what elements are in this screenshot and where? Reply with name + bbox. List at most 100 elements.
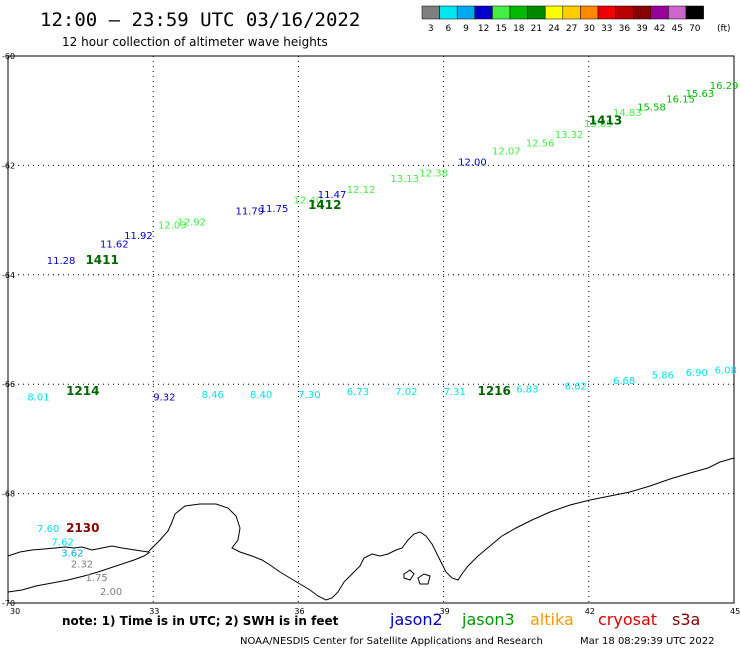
wave-height-value: 12.07 — [492, 146, 521, 157]
y-axis-ticks: -60 -62 -64 -66 -68 -70 — [2, 52, 15, 608]
y-tick-label: -70 — [2, 599, 15, 608]
legend-label: 6 — [446, 24, 452, 34]
legend-label: 36 — [619, 24, 631, 34]
track-time-label: 2130 — [66, 521, 99, 535]
x-tick-label: 42 — [585, 607, 595, 616]
y-tick-label: -66 — [2, 380, 15, 389]
legend-swatch — [492, 5, 511, 20]
mission-label: cryosat — [598, 610, 657, 629]
wave-height-value: 6.62 — [565, 382, 587, 393]
coastline-lower — [7, 551, 151, 593]
wave-height-value: 1.75 — [85, 573, 107, 584]
legend-label: 24 — [548, 24, 560, 34]
wave-height-value: 6.90 — [686, 368, 708, 379]
wave-height-value: 12.03 — [158, 220, 187, 231]
wave-height-value: 15.58 — [637, 103, 666, 114]
mission-label: altika — [530, 610, 574, 629]
wave-height-value: 7.31 — [444, 387, 466, 398]
legend-swatch — [474, 5, 493, 20]
legend-label: 12 — [478, 24, 489, 34]
wave-height-value: 6.73 — [347, 387, 369, 398]
chart-title: 12:00 – 23:59 UTC 03/16/2022 — [40, 9, 360, 31]
legend-label: 9 — [463, 24, 469, 34]
footer-note: note: 1) Time is in UTC; 2) SWH is in fe… — [62, 614, 339, 628]
legend-swatch — [421, 5, 440, 20]
legend-label: 39 — [636, 24, 648, 34]
legend-swatch — [562, 5, 581, 20]
wave-height-value: 11.79 — [235, 207, 264, 218]
coastline — [7, 457, 735, 601]
track-time-label: 1412 — [308, 198, 341, 212]
wave-height-value: 12.38 — [419, 168, 448, 179]
legend-label: 21 — [531, 24, 542, 34]
y-tick-label: -68 — [2, 490, 15, 499]
legend-swatch — [527, 5, 546, 20]
wave-height-value: 12.40 — [294, 196, 323, 207]
legend-label: 33 — [601, 24, 612, 34]
track-time-label: 1411 — [85, 253, 118, 267]
track-time-label: 1413 — [589, 113, 622, 127]
legend-label: 45 — [671, 24, 682, 34]
legend-label: 70 — [689, 24, 701, 34]
wave-height-value: 2.00 — [100, 587, 122, 598]
grid-lines — [8, 56, 734, 603]
wave-height-value: 11.75 — [260, 204, 289, 215]
plot-frame — [7, 55, 735, 604]
legend-swatch — [597, 5, 616, 20]
wave-height-value: 8.01 — [27, 393, 49, 404]
footer-credit: NOAA/NESDIS Center for Satellite Applica… — [240, 636, 543, 647]
y-tick-label: -60 — [2, 52, 15, 61]
wave-height-value: 13.69 — [584, 119, 613, 130]
wave-height-value: 6.08 — [715, 365, 737, 376]
x-tick-label: 30 — [10, 607, 20, 616]
wave-height-value: 6.83 — [516, 384, 538, 395]
x-tick-label: 33 — [149, 607, 159, 616]
legend-swatch — [668, 5, 687, 20]
wave-height-value: 8.46 — [202, 390, 224, 401]
legend-label: 27 — [566, 24, 577, 34]
y-tick-label: -64 — [2, 271, 15, 280]
color-scale-legend: 3 6 9 12 15 18 21 24 27 30 33 36 39 42 45 70 — [421, 5, 704, 34]
legend-swatch — [544, 5, 564, 20]
wave-height-value: 11.92 — [124, 231, 153, 242]
footer-timestamp: Mar 18 08:29:39 UTC 2022 — [580, 636, 715, 647]
x-tick-label: 45 — [730, 607, 740, 616]
wave-height-value: 5.86 — [652, 371, 674, 382]
legend-swatch — [456, 5, 476, 20]
wave-height-value: 11.28 — [47, 256, 76, 267]
legend-label: 15 — [495, 24, 506, 34]
legend-swatch — [685, 5, 704, 20]
wave-height-value: 7.30 — [298, 390, 320, 401]
mission-label: jason2 — [389, 610, 443, 629]
legend-label: 18 — [513, 24, 525, 34]
wave-height-value: 12.56 — [526, 138, 555, 149]
wave-height-value: 7.62 — [52, 538, 74, 549]
legend-swatch — [632, 5, 652, 20]
legend-label: 3 — [428, 24, 434, 34]
wave-height-value: 12.12 — [347, 185, 376, 196]
wave-height-value: 12.00 — [458, 157, 487, 168]
island-outline — [403, 569, 415, 581]
wave-height-value: 16.15 — [666, 94, 695, 105]
wave-height-value: 8.40 — [250, 390, 272, 401]
legend-swatch — [650, 5, 669, 20]
legend-unit: (ft) — [717, 24, 731, 34]
y-tick-label: -62 — [2, 161, 15, 170]
legend-swatch — [580, 5, 599, 20]
x-tick-label: 39 — [440, 607, 450, 616]
mission-label: jason3 — [461, 610, 515, 629]
track-time-label: 1214 — [66, 384, 99, 398]
mission-label: s3a — [672, 610, 700, 629]
track-time-label: 1216 — [477, 384, 510, 398]
wave-height-value: 7.02 — [395, 387, 417, 398]
wave-height-value: 2.32 — [71, 559, 93, 570]
wave-height-value: 13.32 — [555, 130, 584, 141]
chart-subtitle: 12 hour collection of altimeter wave hei… — [62, 35, 328, 49]
wave-height-value: 13.13 — [390, 174, 419, 185]
wave-height-value: 9.32 — [153, 393, 175, 404]
wave-height-value: 11.47 — [318, 190, 347, 201]
legend-label: 42 — [654, 24, 665, 34]
legend-swatch — [439, 5, 458, 20]
